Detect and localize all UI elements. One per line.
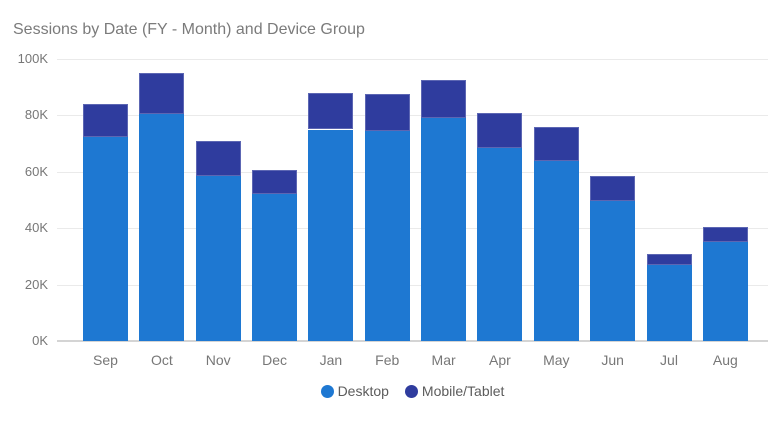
bar-mobile-tablet-nov[interactable] [195, 140, 241, 177]
bar-desktop-dec[interactable] [252, 194, 298, 341]
mobile-tablet-series-dot-icon [404, 384, 418, 398]
bar-mobile-tablet-apr[interactable] [477, 112, 523, 148]
bar-desktop-jun[interactable] [590, 201, 636, 341]
bar-desktop-jan[interactable] [308, 129, 354, 341]
bar-mobile-tablet-sep[interactable] [83, 104, 128, 137]
bar-mobile-tablet-jan[interactable] [308, 92, 354, 130]
x-axis-label-jan: Jan [319, 352, 343, 368]
bar-desktop-aug[interactable] [702, 242, 748, 341]
legend-label-desktop: Desktop [337, 383, 389, 399]
bar-desktop-apr[interactable] [477, 147, 523, 341]
bar-mobile-tablet-aug[interactable] [702, 226, 748, 243]
bar-desktop-oct[interactable] [139, 113, 185, 341]
y-axis-tick-label: 20K [24, 276, 48, 292]
desktop-series-dot-icon [320, 384, 334, 398]
gridline-60K [57, 171, 768, 173]
bar-desktop-nov[interactable] [195, 176, 241, 341]
legend-item-mobile-tablet[interactable]: Mobile/Tablet [404, 383, 505, 399]
x-axis-label-apr: Apr [489, 352, 511, 368]
x-axis-label-mar: Mar [431, 352, 456, 368]
x-axis-label-jul: Jul [660, 352, 678, 368]
x-axis-label-dec: Dec [262, 352, 287, 368]
chart-title: Sessions by Date (FY - Month) and Device… [13, 21, 365, 38]
bar-mobile-tablet-feb[interactable] [364, 94, 410, 131]
bar-mobile-tablet-dec[interactable] [252, 170, 298, 195]
legend-item-desktop[interactable]: Desktop [320, 383, 389, 399]
y-axis-tick-label: 80K [24, 107, 48, 123]
bar-desktop-jul[interactable] [646, 264, 692, 341]
x-axis-label-jun: Jun [601, 352, 624, 368]
bar-mobile-tablet-jul[interactable] [646, 253, 692, 265]
y-axis-tick-label: 40K [24, 220, 48, 236]
legend: Desktop Mobile/Tablet [57, 383, 768, 399]
bar-mobile-tablet-jun[interactable] [590, 176, 636, 202]
x-axis-label-aug: Aug [712, 352, 738, 368]
y-axis-tick-label: 0K [32, 333, 48, 348]
bar-mobile-tablet-may[interactable] [533, 126, 579, 161]
bar-mobile-tablet-mar[interactable] [421, 80, 467, 119]
y-axis-tick-label: 100K [17, 51, 48, 66]
gridline-100K [57, 59, 768, 60]
y-axis-tick-label: 60K [24, 163, 48, 179]
bar-desktop-feb[interactable] [364, 130, 410, 341]
x-axis-label-nov: Nov [205, 352, 231, 368]
x-axis-line [57, 340, 768, 342]
x-axis-label-may: May [543, 352, 570, 368]
x-axis-label-feb: Feb [375, 352, 400, 368]
bar-desktop-may[interactable] [533, 160, 579, 341]
gridline-80K [57, 115, 768, 117]
gridline-20K [57, 284, 768, 286]
bar-desktop-mar[interactable] [421, 118, 467, 341]
legend-label-mobile-tablet: Mobile/Tablet [421, 383, 505, 399]
bar-mobile-tablet-oct[interactable] [139, 73, 185, 114]
x-axis-label-oct: Oct [150, 352, 173, 368]
x-axis-label-sep: Sep [93, 352, 118, 368]
gridline-40K [57, 228, 768, 230]
bar-desktop-sep[interactable] [83, 136, 128, 341]
